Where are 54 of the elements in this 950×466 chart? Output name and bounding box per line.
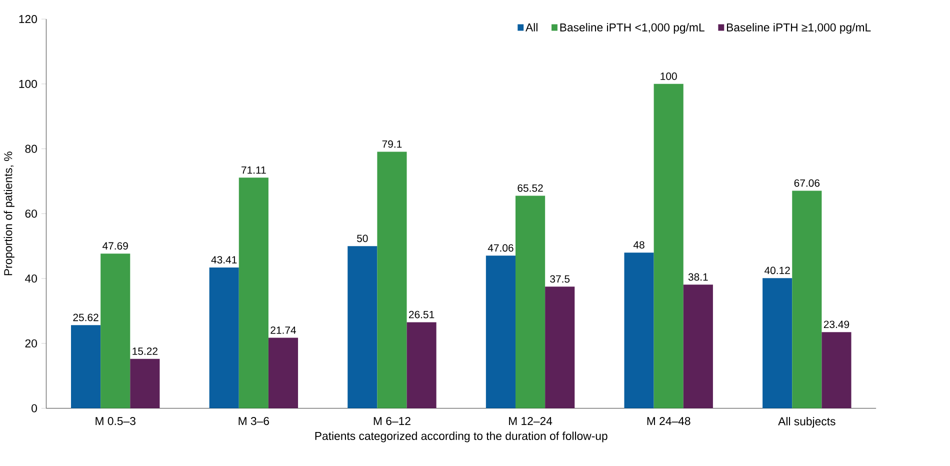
y-tick-label: 120 — [19, 14, 37, 23]
y-tick-label: 20 — [25, 339, 37, 348]
bar — [624, 252, 654, 408]
bar — [348, 246, 378, 408]
data-label: 48 — [633, 240, 644, 248]
data-label: 100 — [660, 72, 677, 80]
data-label: 67.06 — [794, 179, 820, 187]
bar — [406, 322, 436, 408]
data-label: 25.62 — [73, 314, 98, 321]
data-label: 71.11 — [242, 166, 266, 174]
x-tick-label: M 6–12 — [374, 416, 410, 425]
bar — [545, 286, 575, 408]
data-label: 37.5 — [550, 275, 570, 282]
x-tick-label: All subjects — [778, 416, 836, 428]
bar — [100, 253, 130, 408]
bar — [822, 332, 852, 408]
bar — [792, 190, 822, 408]
x-tick-label: M 24–48 — [647, 416, 690, 425]
y-tick-label: 100 — [19, 80, 37, 88]
data-label: 21.74 — [270, 326, 296, 334]
y-tick-label: 60 — [25, 209, 37, 218]
data-label: 79.1 — [382, 140, 402, 148]
data-label: 65.52 — [518, 184, 543, 192]
x-tick-label: M 12–24 — [509, 416, 552, 425]
y-tick-label: 80 — [25, 144, 37, 153]
bar — [268, 338, 298, 408]
legend-label: Baseline iPTH ≥1,000 pg/mL — [726, 22, 871, 34]
data-label: 50 — [357, 234, 368, 242]
bar — [486, 255, 516, 408]
bar — [762, 278, 792, 408]
data-label: 38.1 — [688, 273, 708, 280]
y-tick-label: 0 — [32, 404, 37, 412]
legend-label: Baseline iPTH <1,000 pg/mL — [560, 22, 704, 34]
bar — [209, 267, 239, 408]
data-label: 43.41 — [211, 256, 237, 264]
bar — [71, 324, 101, 408]
data-label: 26.51 — [408, 310, 434, 318]
bar — [130, 358, 160, 408]
data-label: 47.06 — [488, 244, 514, 252]
bar — [654, 84, 684, 408]
data-label: 15.22 — [132, 347, 158, 355]
x-axis-title: Patients categorized according to the duration of follow-up — [315, 431, 608, 442]
legend-label: All — [526, 22, 538, 32]
x-tick-label: M 3–6 — [238, 416, 270, 425]
data-label: 23.49 — [824, 320, 850, 328]
x-tick-label: M 0.5–3 — [96, 416, 136, 425]
bar — [516, 196, 546, 408]
bar — [683, 284, 713, 408]
y-axis-title: Proportion of patients, % — [4, 151, 14, 275]
data-label: 47.69 — [102, 242, 128, 250]
bar — [238, 177, 268, 408]
bar — [377, 151, 407, 408]
y-tick-label: 40 — [25, 274, 37, 282]
data-label: 40.12 — [764, 266, 790, 274]
